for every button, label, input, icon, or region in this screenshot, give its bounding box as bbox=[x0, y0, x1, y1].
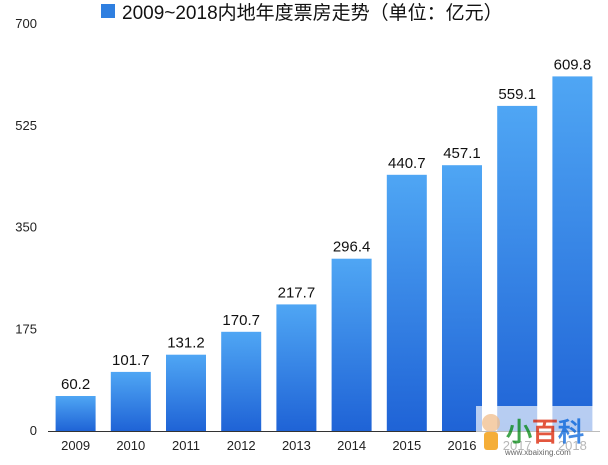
watermark-url: www.xbaixing.com bbox=[504, 448, 571, 457]
value-label-2009: 60.2 bbox=[61, 376, 90, 393]
bar-2010 bbox=[110, 371, 151, 431]
bar-2011 bbox=[166, 354, 206, 431]
x-tick-label-2015: 2015 bbox=[392, 438, 421, 453]
bar-2014 bbox=[331, 258, 372, 431]
legend: 2009~2018内地年度票房走势（单位：亿元） bbox=[101, 2, 503, 24]
value-label-2017: 559.1 bbox=[498, 86, 536, 103]
value-label-2012: 170.7 bbox=[222, 312, 260, 329]
legend-swatch bbox=[101, 4, 115, 18]
watermark-logo: 小百科 www.xbaixing.com bbox=[476, 406, 608, 460]
x-tick-label-2016: 2016 bbox=[448, 438, 477, 453]
x-tick-label-2014: 2014 bbox=[337, 438, 366, 453]
value-label-2014: 296.4 bbox=[333, 239, 371, 256]
watermark-text: 小百科 bbox=[506, 417, 584, 447]
x-tick-label-2013: 2013 bbox=[282, 438, 311, 453]
x-tick-label-2010: 2010 bbox=[116, 438, 145, 453]
value-label-2013: 217.7 bbox=[278, 284, 316, 301]
y-tick-label: 525 bbox=[15, 118, 37, 133]
value-label-2018: 609.8 bbox=[554, 56, 592, 73]
legend-label: 2009~2018内地年度票房走势（单位：亿元） bbox=[122, 2, 503, 24]
y-tick-label: 350 bbox=[15, 220, 37, 235]
bar-2016 bbox=[442, 165, 482, 431]
value-label-2015: 440.7 bbox=[388, 155, 426, 172]
value-label-2011: 131.2 bbox=[167, 335, 205, 352]
bar-2017 bbox=[497, 105, 538, 432]
bar-series bbox=[55, 76, 593, 432]
watermark-face-icon bbox=[482, 414, 500, 432]
value-label-2016: 457.1 bbox=[443, 145, 481, 162]
y-tick-label: 700 bbox=[15, 16, 37, 31]
bar-2015 bbox=[386, 174, 427, 432]
bar-2013 bbox=[276, 304, 317, 431]
bar-2018 bbox=[552, 76, 593, 432]
x-tick-label-2009: 2009 bbox=[61, 438, 90, 453]
y-tick-label: 0 bbox=[30, 423, 37, 438]
bar-2012 bbox=[221, 331, 262, 431]
value-label-2010: 101.7 bbox=[112, 352, 150, 369]
y-axis: 0 175 350 525 700 bbox=[15, 16, 37, 438]
value-labels: 60.2 101.7 131.2 170.7 217.7 296.4 440.7 457.1 5… bbox=[61, 56, 591, 393]
bar-2009 bbox=[55, 396, 96, 431]
y-tick-label: 175 bbox=[15, 321, 37, 336]
x-tick-label-2011: 2011 bbox=[172, 438, 200, 453]
x-tick-label-2012: 2012 bbox=[227, 438, 256, 453]
